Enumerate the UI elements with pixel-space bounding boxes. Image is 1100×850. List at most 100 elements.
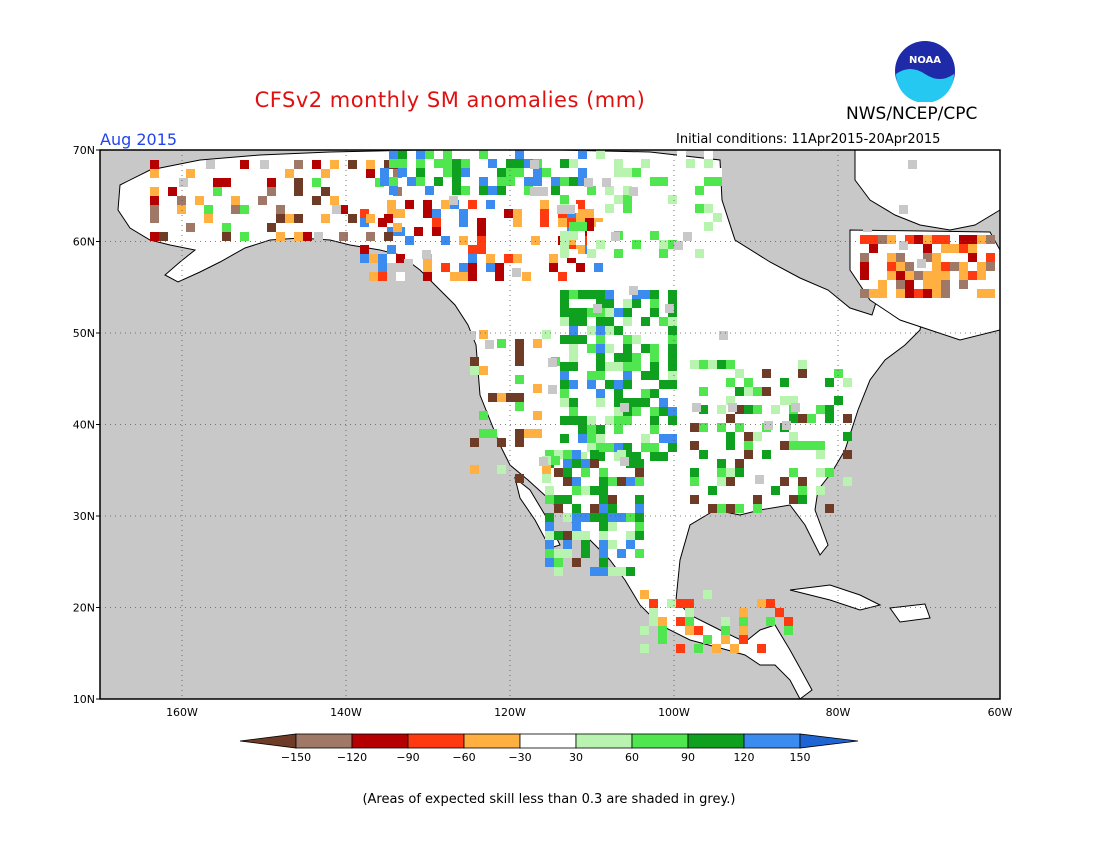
anomaly-cell [704, 177, 713, 186]
anomaly-cell [686, 159, 695, 168]
anomaly-cell [560, 240, 569, 249]
anomaly-cell [659, 317, 668, 326]
low-skill-cell [683, 232, 692, 241]
anomaly-cell [605, 443, 614, 452]
anomaly-cell [789, 414, 798, 423]
anomaly-cell [378, 263, 387, 272]
low-skill-cell [422, 403, 431, 412]
anomaly-cell [766, 617, 775, 626]
anomaly-cell [623, 371, 632, 380]
anomaly-cell [676, 617, 685, 626]
low-skill-cell [404, 259, 413, 268]
anomaly-cell [576, 263, 585, 272]
anomaly-cell [567, 236, 576, 245]
anomaly-cell [641, 389, 650, 398]
anomaly-cell [641, 168, 650, 177]
low-skill-cell [899, 205, 908, 214]
anomaly-cell [581, 486, 590, 495]
anomaly-cell [563, 540, 572, 549]
anomaly-cell [581, 468, 590, 477]
anomaly-cell [384, 160, 393, 169]
anomaly-cell [735, 459, 744, 468]
anomaly-cell [387, 254, 396, 263]
anomaly-cell [605, 204, 614, 213]
anomaly-cell [360, 245, 369, 254]
anomaly-cell [923, 271, 932, 280]
low-skill-cell [332, 205, 341, 214]
low-skill-cell [278, 349, 287, 358]
anomaly-cell [744, 387, 753, 396]
color-legend: −150 −120 −90 −60 −30 30 60 90 120 150 [239, 733, 859, 764]
anomaly-cell [596, 389, 605, 398]
anomaly-cell [468, 200, 477, 209]
anomaly-cell [762, 369, 771, 378]
anomaly-cell [623, 308, 632, 317]
anomaly-cell [726, 360, 735, 369]
anomaly-cell [495, 272, 504, 281]
anomaly-cell [366, 214, 375, 223]
anomaly-cell [590, 567, 599, 576]
anomaly-cell [798, 414, 807, 423]
anomaly-cell [330, 160, 339, 169]
anomaly-cell [569, 308, 578, 317]
latitude-label: 50N [73, 327, 95, 340]
anomaly-cell [626, 477, 635, 486]
anomaly-cell [717, 477, 726, 486]
anomaly-cell [614, 416, 623, 425]
anomaly-cell [587, 290, 596, 299]
anomaly-cell [549, 263, 558, 272]
anomaly-cell [432, 245, 441, 254]
anomaly-cell [632, 335, 641, 344]
anomaly-cell [441, 236, 450, 245]
anomaly-cell [623, 416, 632, 425]
anomaly-cell [635, 549, 644, 558]
anomaly-cell [717, 423, 726, 432]
anomaly-cell [685, 626, 694, 635]
latitude-label: 10N [73, 693, 95, 706]
anomaly-cell [676, 644, 685, 653]
anomaly-cell [635, 513, 644, 522]
anomaly-cell [488, 186, 497, 195]
anomaly-cell [632, 240, 641, 249]
anomaly-cell [896, 271, 905, 280]
anomaly-cell [668, 362, 677, 371]
anomaly-cell [560, 177, 569, 186]
anomaly-cell [623, 380, 632, 389]
low-skill-cell [773, 169, 782, 178]
legend-tick-label: −90 [396, 751, 419, 764]
anomaly-cell [632, 204, 641, 213]
anomaly-cell [721, 635, 730, 644]
anomaly-cell [798, 477, 807, 486]
anomaly-cell [560, 159, 569, 168]
anomaly-cell [578, 168, 587, 177]
anomaly-cell [599, 504, 608, 513]
anomaly-cell [605, 344, 614, 353]
anomaly-cell [735, 405, 744, 414]
anomaly-cell [650, 407, 659, 416]
anomaly-cell [608, 567, 617, 576]
anomaly-cell [486, 263, 495, 272]
anomaly-cell [599, 540, 608, 549]
anomaly-cell [932, 262, 941, 271]
anomaly-cell [941, 235, 950, 244]
anomaly-cell [515, 375, 524, 384]
anomaly-cell [443, 168, 452, 177]
anomaly-cell [816, 441, 825, 450]
anomaly-cell [968, 235, 977, 244]
longitude-label: 60W [988, 706, 1013, 719]
anomaly-cell [563, 459, 572, 468]
anomaly-cell [659, 195, 668, 204]
anomaly-cell [668, 299, 677, 308]
anomaly-cell [452, 186, 461, 195]
anomaly-cell [380, 177, 389, 186]
anomaly-cell [551, 186, 560, 195]
anomaly-cell [554, 558, 563, 567]
anomaly-cell [695, 186, 704, 195]
anomaly-cell [744, 405, 753, 414]
legend-tick-label: −120 [337, 751, 367, 764]
anomaly-cell [450, 227, 459, 236]
anomaly-cell [780, 396, 789, 405]
anomaly-cell [905, 280, 914, 289]
anomaly-cell [843, 378, 852, 387]
anomaly-cell [596, 425, 605, 434]
